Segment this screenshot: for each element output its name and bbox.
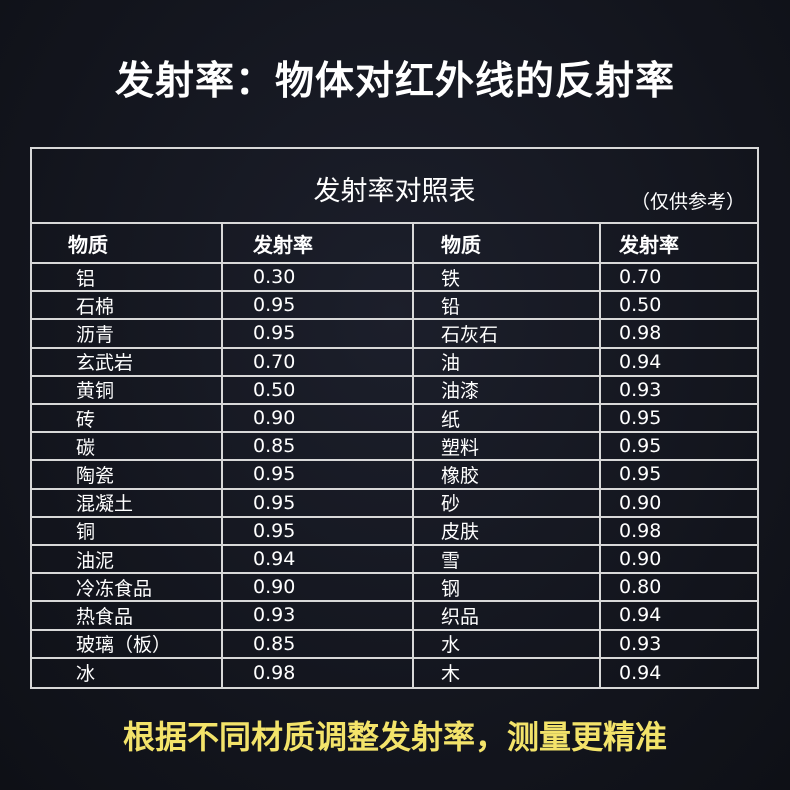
table-row: 冰 0.98 木 0.94: [32, 658, 757, 687]
column-header: 发射率: [223, 224, 414, 262]
emissivity-value: 0.93: [223, 602, 414, 629]
table-row: 砖 0.90 纸 0.95: [32, 405, 757, 434]
emissivity-value: 0.90: [223, 405, 414, 432]
emissivity-value: 0.98: [619, 322, 662, 345]
emissivity-table: 发射率对照表 （仅供参考） 物质 发射率 物质 发射率铝 0.30 铁 0.70 石棉 0.95…: [30, 147, 759, 689]
emissivity-value: 0.93: [619, 632, 662, 655]
material-name: 碳: [32, 433, 223, 460]
table-row: 油泥 0.94 雪 0.90: [32, 546, 757, 575]
emissivity-value: 0.95: [619, 407, 662, 430]
material-name: 油泥: [32, 546, 223, 573]
emissivity-value: 0.93: [619, 378, 662, 401]
material-name: 玄武岩: [32, 348, 223, 375]
material-name: 纸: [414, 405, 601, 432]
emissivity-value: 0.94: [619, 604, 662, 627]
emissivity-value: 0.95: [223, 489, 414, 516]
table-note: （仅供参考）: [630, 191, 745, 213]
emissivity-value: 0.94: [619, 350, 662, 373]
emissivity-value: 0.98: [223, 658, 414, 687]
emissivity-value: 0.95: [223, 320, 414, 347]
material-name: 冷冻食品: [32, 574, 223, 601]
emissivity-value: 0.94: [223, 546, 414, 573]
emissivity-value: 0.85: [223, 630, 414, 657]
footer-slogan: 根据不同材质调整发射率，测量更精准: [122, 718, 667, 756]
material-name: 热食品: [32, 602, 223, 629]
emissivity-value: 0.94: [619, 661, 662, 684]
emissivity-value: 0.80: [619, 576, 662, 599]
material-name: 玻璃（板）: [32, 630, 223, 657]
emissivity-value: 0.90: [223, 574, 414, 601]
emissivity-value: 0.95: [223, 292, 414, 319]
material-name: 塑料: [414, 433, 601, 460]
table-row: 玄武岩 0.70 油 0.94: [32, 348, 757, 377]
table-row: 热食品 0.93 织品 0.94: [32, 602, 757, 631]
column-header: 发射率: [619, 232, 679, 257]
table-row: 混凝土 0.95 砂 0.90: [32, 489, 757, 518]
table-title-bar: 发射率对照表 （仅供参考）: [32, 149, 757, 224]
emissivity-value: 0.95: [619, 435, 662, 458]
material-name: 混凝土: [32, 489, 223, 516]
material-name: 织品: [414, 602, 601, 629]
material-name: 石灰石: [414, 320, 601, 347]
material-name: 铁: [414, 264, 601, 291]
material-name: 沥青: [32, 320, 223, 347]
material-name: 砂: [414, 489, 601, 516]
emissivity-value: 0.50: [619, 294, 662, 317]
emissivity-value: 0.70: [619, 266, 662, 289]
material-name: 砖: [32, 405, 223, 432]
emissivity-value: 0.98: [619, 519, 662, 542]
material-name: 黄铜: [32, 376, 223, 403]
material-name: 水: [414, 630, 601, 657]
material-name: 橡胶: [414, 461, 601, 488]
material-name: 铝: [32, 264, 223, 291]
material-name: 油: [414, 348, 601, 375]
material-name: 石棉: [32, 292, 223, 319]
table-row: 碳 0.85 塑料 0.95: [32, 433, 757, 462]
emissivity-value: 0.90: [619, 491, 662, 514]
material-name: 钢: [414, 574, 601, 601]
table-title: 发射率对照表: [313, 176, 476, 207]
table-row: 玻璃（板） 0.85 水 0.93: [32, 630, 757, 659]
material-name: 陶瓷: [32, 461, 223, 488]
column-header: 物质: [414, 224, 601, 262]
table-row: 沥青 0.95 石灰石 0.98: [32, 320, 757, 349]
emissivity-value: 0.50: [223, 376, 414, 403]
emissivity-value: 0.85: [223, 433, 414, 460]
material-name: 皮肤: [414, 517, 601, 544]
material-name: 油漆: [414, 376, 601, 403]
emissivity-value: 0.95: [619, 463, 662, 486]
emissivity-value: 0.30: [223, 264, 414, 291]
material-name: 木: [414, 658, 601, 687]
table-row: 冷冻食品 0.90 钢 0.80: [32, 574, 757, 603]
emissivity-value: 0.95: [223, 461, 414, 488]
column-header: 物质: [32, 224, 223, 262]
emissivity-value: 0.90: [619, 548, 662, 571]
table-row: 石棉 0.95 铅 0.50: [32, 292, 757, 321]
material-name: 雪: [414, 546, 601, 573]
table-row: 陶瓷 0.95 橡胶 0.95: [32, 461, 757, 490]
table-row: 黄铜 0.50 油漆 0.93: [32, 376, 757, 405]
table-row: 铝 0.30 铁 0.70: [32, 264, 757, 293]
table-row: 铜 0.95 皮肤 0.98: [32, 517, 757, 546]
material-name: 铅: [414, 292, 601, 319]
material-name: 冰: [32, 658, 223, 687]
emissivity-value: 0.95: [223, 517, 414, 544]
emissivity-value: 0.70: [223, 348, 414, 375]
headline: 发射率：物体对红外线的反射率: [114, 59, 675, 104]
table-header-row: 物质 发射率 物质 发射率: [32, 224, 757, 264]
material-name: 铜: [32, 517, 223, 544]
